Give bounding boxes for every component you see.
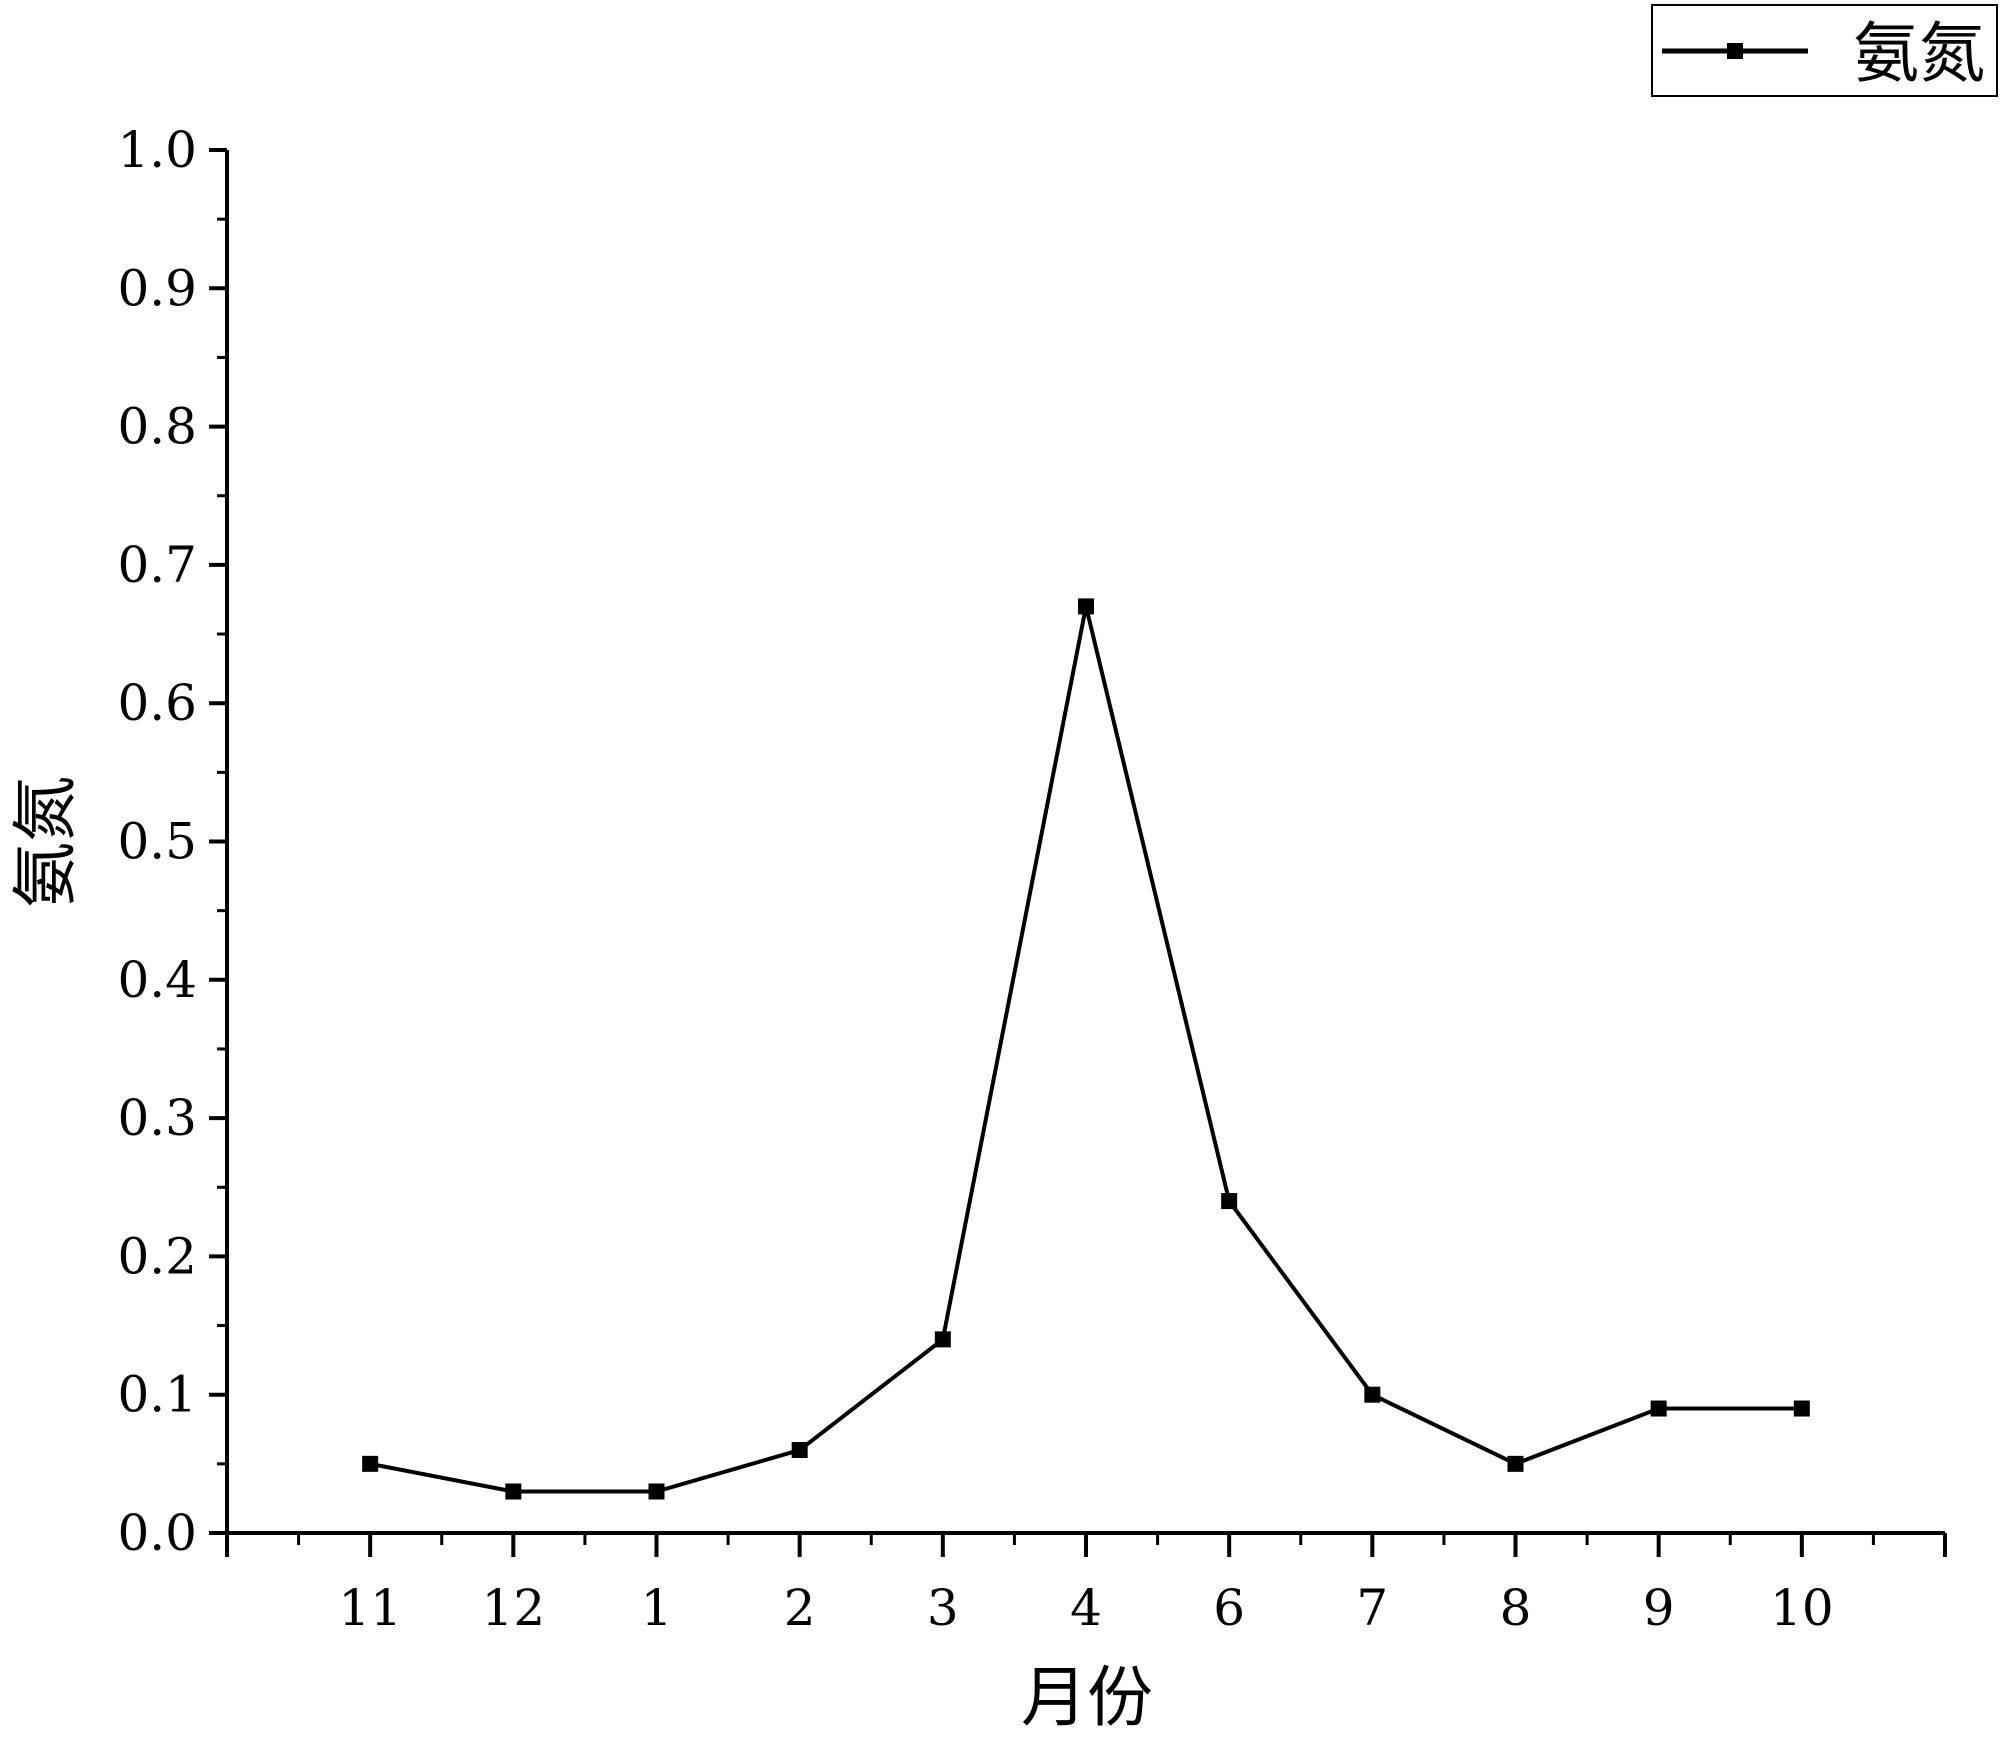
data-point [934, 1331, 951, 1348]
x-tick-label: 1 [641, 1579, 673, 1637]
x-tick-label: 7 [1356, 1579, 1388, 1637]
data-point [648, 1483, 665, 1500]
data-point [1793, 1400, 1810, 1417]
x-axis-title: 月份 [1021, 1659, 1153, 1736]
y-tick-label: 0.5 [117, 813, 197, 871]
x-tick-label: 6 [1213, 1579, 1245, 1637]
x-tick-label: 2 [784, 1579, 816, 1637]
data-point [1364, 1386, 1381, 1403]
y-tick-label: 0.7 [117, 536, 197, 594]
y-tick-label: 0.2 [117, 1227, 197, 1285]
x-tick-label: 8 [1500, 1579, 1532, 1637]
x-tick-label: 4 [1070, 1579, 1102, 1637]
y-tick-label: 0.3 [117, 1089, 197, 1147]
data-point [505, 1483, 522, 1500]
x-tick-label: 11 [338, 1579, 402, 1637]
x-tick-label: 10 [1770, 1579, 1834, 1637]
y-tick-label: 0.9 [117, 259, 197, 317]
y-tick-label: 0.4 [117, 951, 197, 1009]
data-point [1221, 1193, 1238, 1210]
data-point [1507, 1455, 1524, 1472]
y-axis-title: 氨氮 [7, 776, 84, 908]
legend-label: 氨氮 [1853, 15, 1985, 92]
series-line [369, 605, 1802, 1494]
y-tick-label: 0.6 [117, 674, 197, 732]
y-tick-label: 0.8 [117, 398, 197, 456]
x-tick-label: 9 [1643, 1579, 1675, 1637]
data-point [791, 1442, 808, 1459]
data-point [1650, 1400, 1667, 1417]
y-tick-label: 0.1 [117, 1366, 197, 1424]
x-tick-label: 12 [482, 1579, 546, 1637]
data-point [1078, 598, 1094, 615]
data-point [362, 1455, 379, 1472]
y-tick-label: 0.0 [117, 1504, 197, 1562]
x-tick-label: 3 [927, 1579, 959, 1637]
y-tick-label: 1.0 [117, 121, 197, 179]
legend-marker [1727, 43, 1743, 59]
